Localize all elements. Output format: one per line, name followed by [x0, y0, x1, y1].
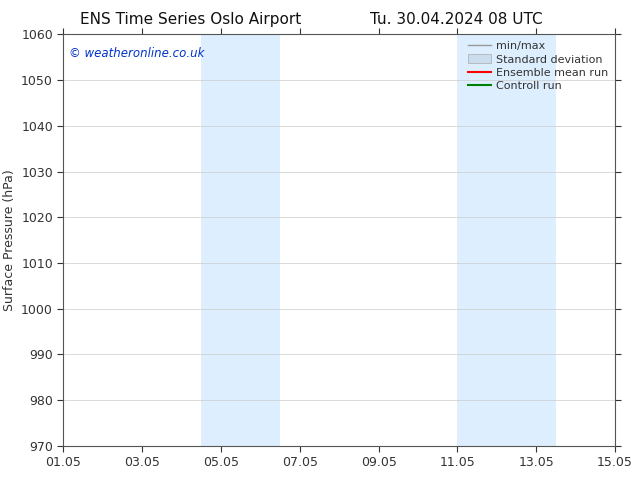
Legend: min/max, Standard deviation, Ensemble mean run, Controll run: min/max, Standard deviation, Ensemble me… — [464, 37, 612, 96]
Text: ENS Time Series Oslo Airport: ENS Time Series Oslo Airport — [80, 12, 301, 27]
Text: Tu. 30.04.2024 08 UTC: Tu. 30.04.2024 08 UTC — [370, 12, 543, 27]
Bar — [457, 34, 556, 446]
Text: © weatheronline.co.uk: © weatheronline.co.uk — [69, 47, 204, 60]
Y-axis label: Surface Pressure (hPa): Surface Pressure (hPa) — [3, 169, 16, 311]
Bar — [202, 34, 280, 446]
